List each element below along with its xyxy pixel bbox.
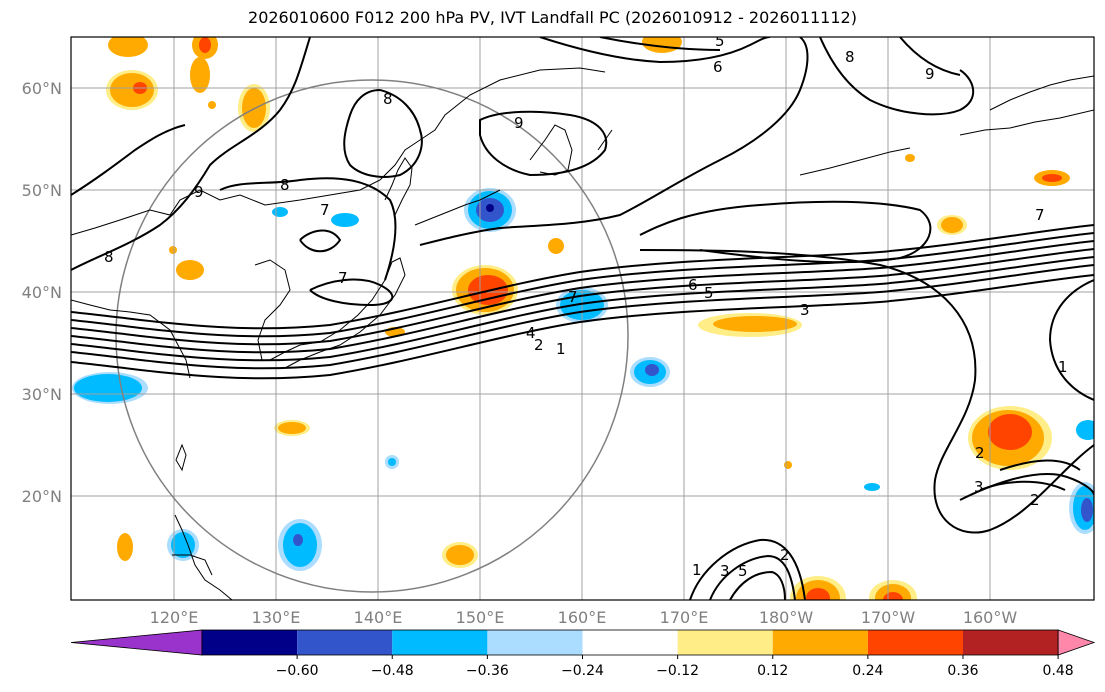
colorbar-segment [487, 630, 583, 655]
colorbar-segment [772, 630, 868, 655]
colorbar-tick-label: −0.12 [656, 663, 699, 679]
contour-label: 3 [800, 301, 810, 319]
contour-label: 8 [280, 176, 290, 194]
lon-label: 130°E [252, 608, 301, 627]
lon-label: 170°E [660, 608, 709, 627]
lat-axis-labels: 20°N 30°N 40°N 50°N 60°N [22, 79, 62, 506]
lon-label: 120°E [150, 608, 199, 627]
contour-label: 8 [845, 48, 855, 66]
contour-label: 8 [383, 90, 393, 108]
lat-label: 50°N [22, 181, 62, 200]
contour-label: 7 [320, 201, 330, 219]
lon-label: 150°E [456, 608, 505, 627]
contour-label: 7 [1035, 206, 1045, 224]
colorbar-segment [677, 630, 773, 655]
lon-label: 160°W [963, 608, 1018, 627]
map-title: 2026010600 F012 200 hPa PV, IVT Landfall… [248, 8, 857, 27]
colorbar-segment [392, 630, 488, 655]
colorbar-segment [582, 630, 678, 655]
colorbar-tick-label: 0.36 [947, 663, 978, 679]
colorbar-frame [201, 629, 1059, 656]
contour-label: 7 [568, 288, 578, 306]
colorbar-tick-label: −0.36 [466, 663, 509, 679]
contour-labels: 5 6 8 9 8 9 8 9 7 8 7 7 6 5 3 4 2 1 7 1 … [104, 32, 1068, 580]
lon-label: 170°W [861, 608, 916, 627]
colorbar-tick-label: −0.24 [561, 663, 604, 679]
contour-label: 2 [780, 546, 790, 564]
colorbar-segment [297, 630, 393, 655]
map-frame [70, 36, 1095, 601]
contour-label: 4 [526, 324, 536, 342]
contour-label: 7 [338, 269, 348, 287]
contour-label: 2 [975, 444, 985, 462]
contour-label: 8 [104, 248, 114, 266]
lat-label: 30°N [22, 385, 62, 404]
contour-label: 6 [688, 276, 698, 294]
lon-label: 140°E [354, 608, 403, 627]
gridlines [71, 37, 1094, 600]
contour-label: 3 [974, 478, 984, 496]
lat-label: 40°N [22, 283, 62, 302]
colorbar-tick-label: −0.60 [276, 663, 319, 679]
contour-label: 1 [692, 561, 702, 579]
colorbar: −0.60 −0.48 −0.36 −0.24 −0.12 0.12 0.24 0.36 0.4… [70, 629, 1096, 679]
contour-label: 1 [1058, 358, 1068, 376]
contour-label: 1 [556, 340, 566, 358]
contour-label: 3 [720, 562, 730, 580]
lon-axis-labels: 120°E 130°E 140°E 150°E 160°E 170°E 180°… [150, 608, 1018, 627]
pv-contours [71, 37, 1094, 600]
colorbar-tick-label: 0.24 [852, 663, 883, 679]
contour-label: 5 [704, 284, 714, 302]
lon-label: 160°E [558, 608, 607, 627]
lat-label: 20°N [22, 487, 62, 506]
contour-label: 6 [713, 58, 723, 76]
contour-label: 5 [715, 32, 725, 50]
contour-label: 5 [738, 562, 748, 580]
contour-label: 2 [1030, 491, 1040, 509]
contour-label: 9 [194, 183, 204, 201]
colorbar-extend-high [1057, 629, 1096, 656]
colorbar-segment [963, 630, 1059, 655]
colorbar-extend-low [70, 629, 203, 656]
lat-label: 60°N [22, 79, 62, 98]
colorbar-tick-label: −0.48 [371, 663, 414, 679]
contour-label: 2 [534, 336, 544, 354]
landfall-radius-circle [115, 79, 629, 593]
lon-label: 180°W [759, 608, 814, 627]
colorbar-tick-label: 0.12 [757, 663, 788, 679]
colorbar-segment [867, 630, 963, 655]
colorbar-segment [202, 630, 298, 655]
colorbar-tick-label: 0.48 [1043, 663, 1074, 679]
contour-label: 9 [514, 114, 524, 132]
contour-label: 9 [925, 65, 935, 83]
